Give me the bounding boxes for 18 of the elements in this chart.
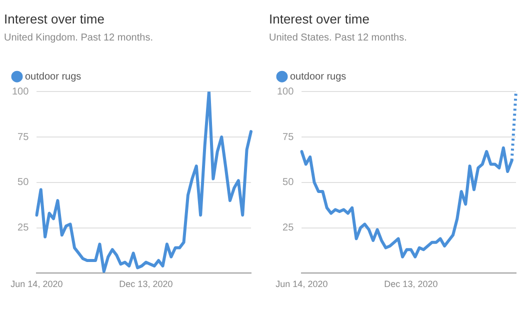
x-tick-label: Jun 14, 2020	[276, 279, 328, 290]
chart-title: Interest over time	[4, 11, 104, 26]
y-tick-label: 100	[12, 86, 30, 98]
x-tick-label: Dec 13, 2020	[384, 279, 438, 290]
y-tick-label: 75	[18, 132, 30, 143]
chart-title: Interest over time	[269, 11, 370, 26]
chart-subtitle: United Kingdom. Past 12 months.	[4, 32, 153, 44]
legend-label: outdoor rugs	[25, 71, 82, 82]
x-tick-label: Jun 14, 2020	[10, 279, 63, 290]
y-tick-label: 50	[18, 177, 30, 188]
chart-subtitle: United States. Past 12 months.	[269, 32, 407, 44]
legend-label: outdoor rugs	[290, 71, 346, 82]
y-tick-label: 50	[282, 177, 294, 188]
y-tick-label: 25	[282, 222, 294, 234]
y-tick-label: 25	[18, 222, 30, 234]
y-tick-label: 75	[282, 132, 294, 143]
x-tick-label: Dec 13, 2020	[119, 279, 173, 290]
y-tick-label: 100	[276, 86, 294, 98]
